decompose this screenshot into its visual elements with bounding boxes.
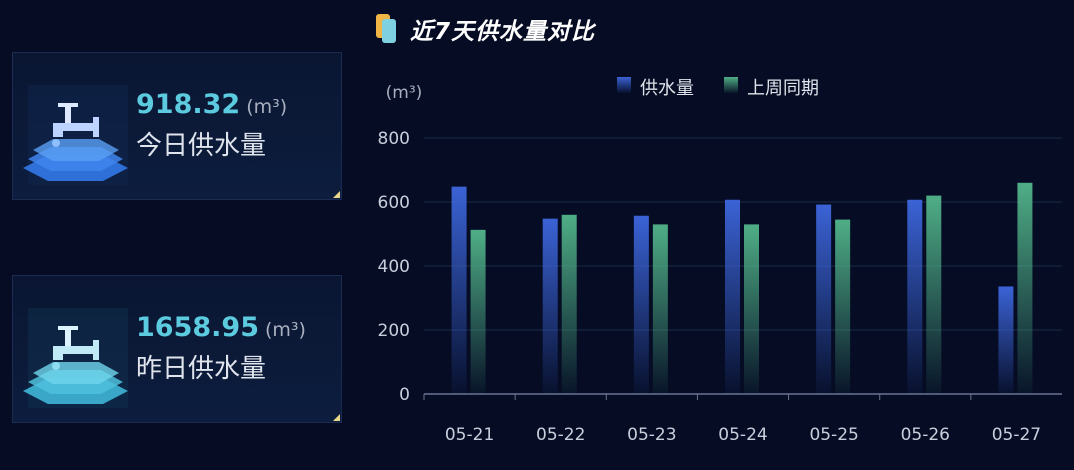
yesterday-label: 昨日供水量 bbox=[136, 354, 267, 384]
y-tick-label: 400 bbox=[378, 257, 410, 277]
yesterday-unit: (m³) bbox=[264, 319, 306, 341]
bar-supply bbox=[998, 286, 1014, 394]
bar-last-week bbox=[561, 214, 577, 394]
legend-label[interactable]: 上周同期 bbox=[747, 78, 819, 99]
bar-last-week bbox=[744, 224, 759, 394]
y-tick-label: 800 bbox=[378, 129, 410, 149]
yesterday-supply-card: 1658.95 (m³) 昨日供水量 bbox=[12, 275, 342, 423]
x-tick-label: 05-27 bbox=[992, 425, 1041, 445]
x-tick-label: 05-25 bbox=[809, 425, 858, 445]
bar-supply bbox=[725, 199, 740, 394]
today-label: 今日供水量 bbox=[136, 131, 267, 161]
y-tick-label: 600 bbox=[378, 193, 410, 213]
yesterday-value-row: 1658.95 (m³) bbox=[136, 312, 306, 343]
bar-last-week bbox=[1017, 182, 1033, 394]
chart-title: 近7天供水量对比 bbox=[376, 12, 595, 46]
bar-last-week bbox=[926, 195, 942, 394]
today-supply-card: 918.32 (m³) 今日供水量 bbox=[12, 52, 342, 200]
bar-supply bbox=[633, 215, 649, 394]
today-value-row: 918.32 (m³) bbox=[136, 89, 287, 120]
y-axis-unit: (m³) bbox=[386, 83, 423, 103]
yesterday-value: 1658.95 bbox=[136, 312, 259, 343]
x-tick-label: 05-22 bbox=[536, 425, 585, 445]
today-value: 918.32 bbox=[136, 89, 241, 120]
legend-swatch[interactable] bbox=[724, 77, 738, 93]
x-tick-label: 05-21 bbox=[445, 425, 494, 445]
y-tick-label: 200 bbox=[378, 321, 410, 341]
y-tick-label: 0 bbox=[399, 385, 410, 405]
today-unit: (m³) bbox=[246, 96, 288, 118]
bar-last-week bbox=[652, 224, 668, 394]
legend-swatch[interactable] bbox=[617, 77, 631, 93]
x-tick-label: 05-24 bbox=[718, 425, 767, 445]
bar-supply bbox=[816, 204, 832, 394]
legend-label[interactable]: 供水量 bbox=[640, 78, 694, 99]
title-text: 近7天供水量对比 bbox=[410, 19, 596, 45]
bar-supply bbox=[451, 186, 467, 394]
bar-supply bbox=[907, 199, 923, 394]
title-icon bbox=[376, 14, 398, 44]
bar-supply bbox=[542, 218, 558, 394]
bar-last-week bbox=[835, 219, 851, 394]
bar-last-week bbox=[470, 229, 486, 394]
x-tick-label: 05-26 bbox=[901, 425, 950, 445]
x-tick-label: 05-23 bbox=[627, 425, 676, 445]
